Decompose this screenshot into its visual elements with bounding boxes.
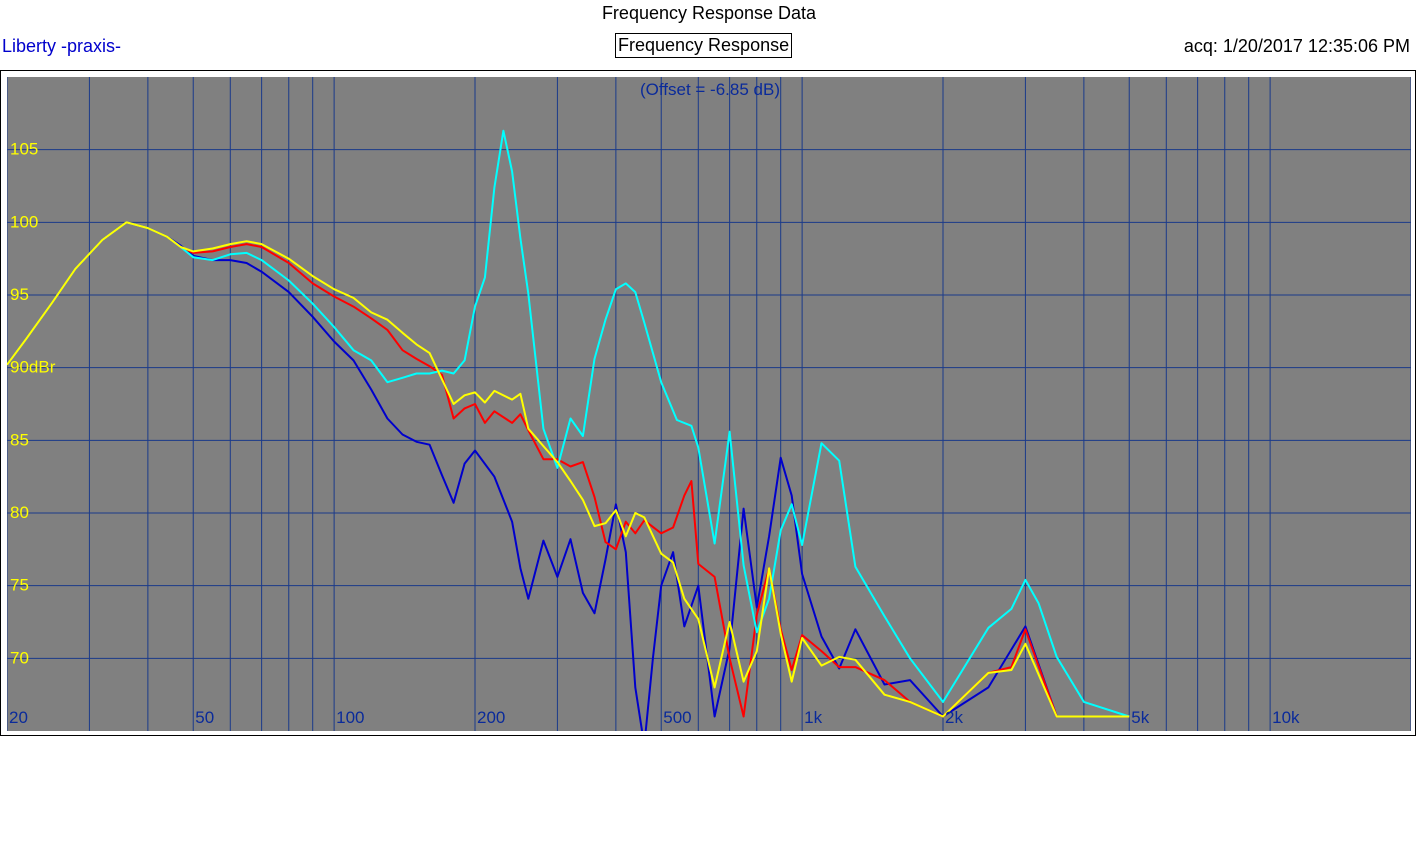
- y-tick-label: 75: [10, 576, 29, 595]
- series-line-1: [7, 221, 1130, 731]
- y-tick-label: 105: [10, 140, 38, 159]
- y-tick-label: 100: [10, 212, 38, 231]
- x-tick-label: 10k: [1272, 708, 1300, 727]
- acquisition-timestamp: acq: 1/20/2017 12:35:06 PM: [1183, 36, 1410, 56]
- series-line-4: [7, 221, 1130, 718]
- mode-label[interactable]: Frequency Response: [615, 33, 793, 58]
- x-tick-label: 5k: [1131, 708, 1149, 727]
- y-tick-label: 95: [10, 285, 29, 304]
- x-tick-label: 500: [663, 708, 691, 727]
- frequency-response-plot[interactable]: 105 100 95 90dBr 85 80 75 70 20 50 100 200 500 1k 2k 5k…: [7, 77, 1411, 731]
- x-tick-label: 1k: [804, 708, 822, 727]
- y-tick-label: 90dBr: [10, 358, 56, 377]
- series-line-3: [7, 129, 1130, 718]
- x-tick-label: 20: [9, 708, 28, 727]
- x-tick-label: 2k: [945, 708, 963, 727]
- x-tick-label: 50: [195, 708, 214, 727]
- offset-annotation: (Offset = -6.85 dB): [640, 80, 780, 99]
- app-name: Liberty -praxis-: [2, 36, 122, 56]
- series-line-2: [7, 221, 1130, 718]
- y-tick-label: 70: [10, 648, 29, 667]
- y-tick-label: 80: [10, 503, 29, 522]
- chart-title: Frequency Response Data: [601, 3, 817, 23]
- x-tick-label: 100: [336, 708, 364, 727]
- x-tick-label: 200: [477, 708, 505, 727]
- series-group: [7, 129, 1130, 731]
- plot-frame: [0, 70, 1416, 736]
- grid: [7, 77, 1411, 731]
- y-tick-label: 85: [10, 430, 29, 449]
- tick-labels: 105 100 95 90dBr 85 80 75 70 20 50 100 200 500 1k 2k 5k…: [9, 140, 1300, 727]
- plot-background: [7, 77, 1411, 731]
